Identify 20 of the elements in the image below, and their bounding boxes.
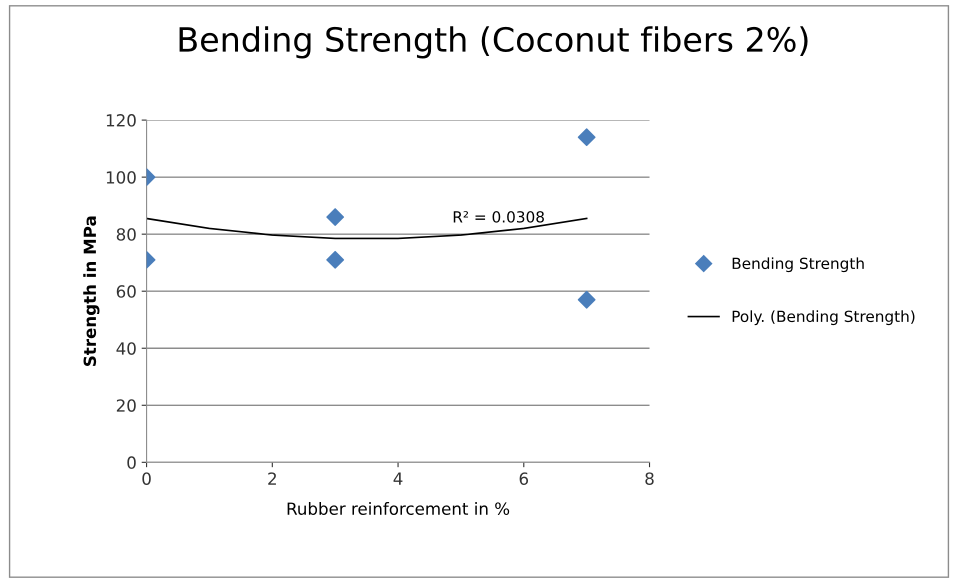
- y-tick-label: 120: [106, 114, 136, 127]
- y-tick-label: 0: [127, 456, 136, 469]
- y-tick-label: 40: [116, 342, 136, 355]
- legend-label: Poly. (Bending Strength): [732, 310, 914, 326]
- x-axis-title: Rubber reinforcement in %: [288, 502, 510, 515]
- legend-label: Bending Strength: [732, 257, 864, 272]
- x-tick-label: 4: [394, 472, 402, 485]
- point: [578, 290, 596, 309]
- y-axis-title: Strength in MPa: [83, 216, 100, 366]
- y-tick-label: 80: [116, 228, 136, 241]
- y-tick-label: 100: [106, 171, 136, 184]
- y-tick-label: 20: [116, 399, 136, 412]
- y-tick-label: 60: [116, 285, 136, 298]
- chart-title: Bending Strength (Coconut fibers 2%): [180, 26, 808, 58]
- point: [578, 128, 596, 146]
- x-tick-label: 2: [268, 472, 276, 485]
- x-tick-label: 6: [520, 472, 528, 485]
- x-tick-label: 8: [645, 472, 654, 485]
- annotation: R² = 0.0308: [454, 211, 544, 223]
- x-tick-label: 0: [142, 472, 151, 485]
